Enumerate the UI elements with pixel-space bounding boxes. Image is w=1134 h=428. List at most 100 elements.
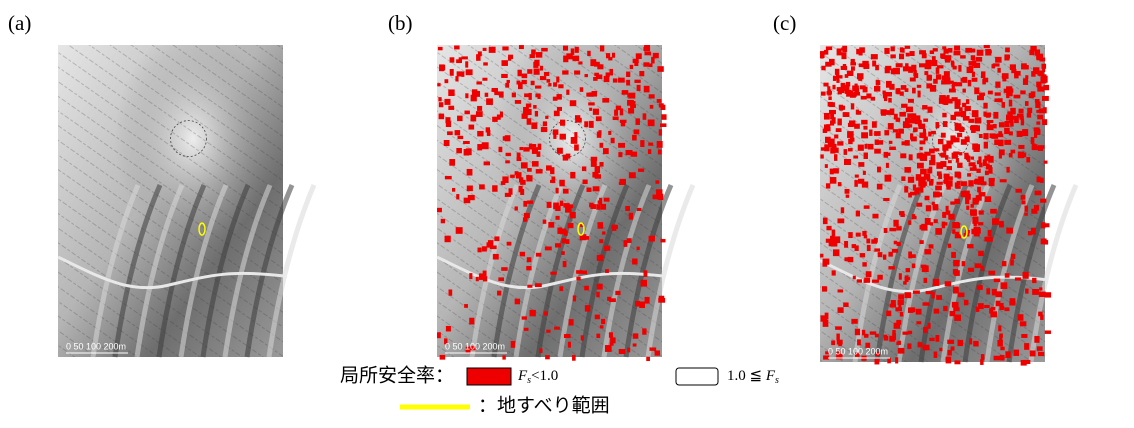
unstable-cell (878, 140, 883, 145)
unstable-cell (951, 252, 956, 258)
unstable-cell (569, 319, 574, 325)
unstable-cell (588, 102, 594, 105)
unstable-cell (824, 50, 828, 55)
unstable-cell (596, 334, 600, 338)
unstable-cell (934, 352, 938, 358)
unstable-cell (984, 45, 990, 48)
unstable-cell (954, 46, 960, 51)
unstable-cell (659, 296, 665, 302)
unstable-cell (832, 230, 835, 237)
unstable-cell (917, 163, 924, 169)
unstable-cell (469, 125, 475, 130)
unstable-cell (538, 144, 542, 150)
unstable-cell (605, 345, 612, 352)
unstable-cell (476, 81, 482, 84)
unstable-cell (884, 130, 889, 135)
unstable-cell (444, 99, 450, 105)
unstable-cell (998, 98, 1003, 102)
unstable-cell (864, 235, 867, 238)
unstable-cell (570, 100, 577, 106)
unstable-cell (853, 156, 858, 159)
unstable-cell (855, 175, 859, 178)
unstable-cell (838, 341, 842, 347)
unstable-cell (955, 103, 961, 109)
unstable-cell (958, 65, 961, 72)
unstable-cell (925, 64, 932, 70)
unstable-cell (898, 294, 904, 299)
unstable-cell (531, 124, 536, 128)
unstable-cell (1039, 287, 1042, 290)
unstable-cell (1035, 191, 1042, 196)
unstable-cell (889, 228, 896, 232)
unstable-cell (946, 210, 950, 214)
unstable-cell (926, 205, 931, 211)
unstable-cell (657, 195, 660, 200)
unstable-cell (471, 115, 477, 122)
unstable-cell (541, 48, 548, 52)
unstable-cell (836, 334, 839, 341)
unstable-cell (540, 76, 546, 80)
unstable-cell (962, 261, 965, 266)
unstable-cell (855, 329, 860, 336)
unstable-cell (874, 248, 880, 251)
unstable-cell (523, 147, 529, 151)
unstable-cell (824, 124, 829, 130)
unstable-cell (526, 104, 531, 108)
unstable-cell (843, 64, 846, 68)
unstable-cell (599, 162, 603, 167)
unstable-cell (974, 221, 977, 226)
unstable-cell (1007, 111, 1012, 114)
unstable-cell (625, 206, 630, 211)
unstable-cell (1040, 199, 1046, 203)
unstable-cell (989, 180, 995, 186)
scale-label: 0 50 100 200m (66, 341, 126, 351)
unstable-cell (572, 56, 579, 61)
unstable-cell (832, 270, 836, 275)
unstable-cell (919, 240, 923, 244)
unstable-cell (610, 338, 616, 344)
unstable-cell (871, 54, 878, 59)
unstable-cell (919, 50, 926, 54)
unstable-cell (947, 350, 951, 356)
unstable-cell (1021, 63, 1027, 69)
unstable-cell (550, 272, 556, 275)
unstable-cell (978, 222, 983, 225)
unstable-cell (1028, 231, 1032, 235)
unstable-cell (1021, 360, 1027, 366)
unstable-cell (904, 167, 911, 173)
unstable-cell (942, 113, 946, 117)
unstable-cell (908, 331, 912, 334)
unstable-cell (540, 66, 543, 71)
unstable-cell (877, 167, 881, 173)
unstable-cell (439, 114, 444, 120)
unstable-cell (974, 87, 979, 94)
unstable-cell (955, 223, 960, 228)
unstable-cell (923, 302, 930, 305)
unstable-cell (438, 47, 443, 50)
unstable-cell (565, 239, 569, 244)
unstable-cell (978, 251, 984, 256)
unstable-cell (896, 63, 903, 67)
unstable-cell (934, 219, 938, 223)
unstable-cell (833, 249, 839, 256)
unstable-cell (502, 355, 505, 359)
unstable-cell (943, 306, 947, 311)
unstable-cell (835, 326, 842, 329)
unstable-cell (996, 301, 1001, 307)
unstable-cell (660, 123, 666, 127)
unstable-cell (885, 68, 890, 74)
unstable-cell (1014, 95, 1021, 99)
unstable-cell (847, 131, 854, 138)
unstable-cell (628, 108, 634, 114)
unstable-cell (464, 111, 469, 115)
unstable-cell (935, 122, 939, 128)
unstable-cell (593, 186, 600, 191)
scale-label: 0 50 100 200m (828, 346, 888, 356)
unstable-cell (871, 97, 875, 101)
unstable-cell (482, 78, 487, 81)
unstable-cell (584, 121, 588, 127)
unstable-cell (942, 222, 945, 229)
unstable-cell (993, 124, 997, 128)
unstable-cell (604, 76, 610, 82)
unstable-cell (988, 271, 995, 275)
